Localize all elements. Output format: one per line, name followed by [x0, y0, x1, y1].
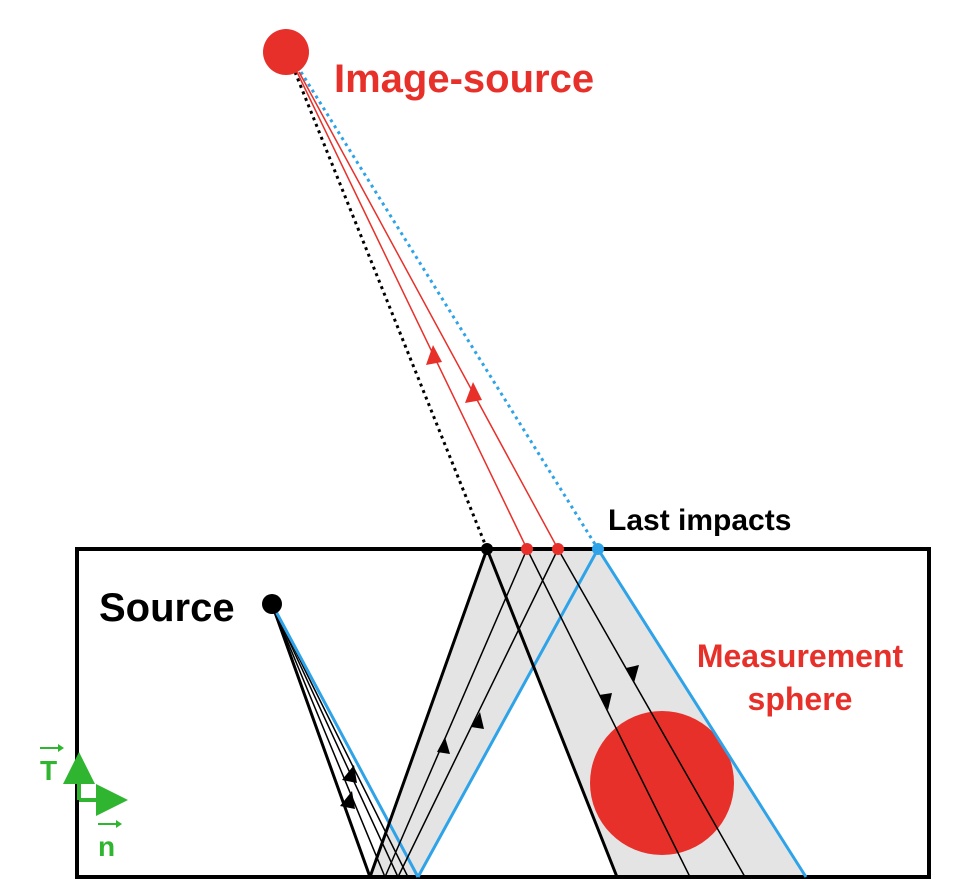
image-source-point	[263, 29, 309, 75]
red-ray-arrowhead	[426, 345, 442, 365]
room-boundary	[75, 547, 931, 879]
axis-indicator	[40, 744, 128, 828]
measurement-sphere-label-line1: Measurement	[697, 638, 904, 674]
floor-to-ceiling-rays	[368, 548, 600, 878]
axis-t-label: T	[40, 755, 57, 786]
red-ray-arrowhead	[465, 382, 482, 403]
source-point	[262, 594, 282, 614]
source-ray-fan	[270, 603, 420, 878]
image-source-label: Image-source	[334, 57, 594, 101]
last-impacts-label: Last impacts	[608, 504, 791, 537]
measurement-sphere-label-line2: sphere	[748, 681, 853, 717]
last-impact-points	[481, 543, 604, 555]
axis-n-label: n	[98, 831, 115, 862]
ray-direction-arrows	[340, 665, 639, 809]
image-source-dotted-lines	[293, 71, 600, 550]
ceiling-to-floor-rays	[485, 548, 808, 878]
image-source-red-rays	[296, 71, 559, 550]
source-label: Source	[99, 586, 235, 630]
